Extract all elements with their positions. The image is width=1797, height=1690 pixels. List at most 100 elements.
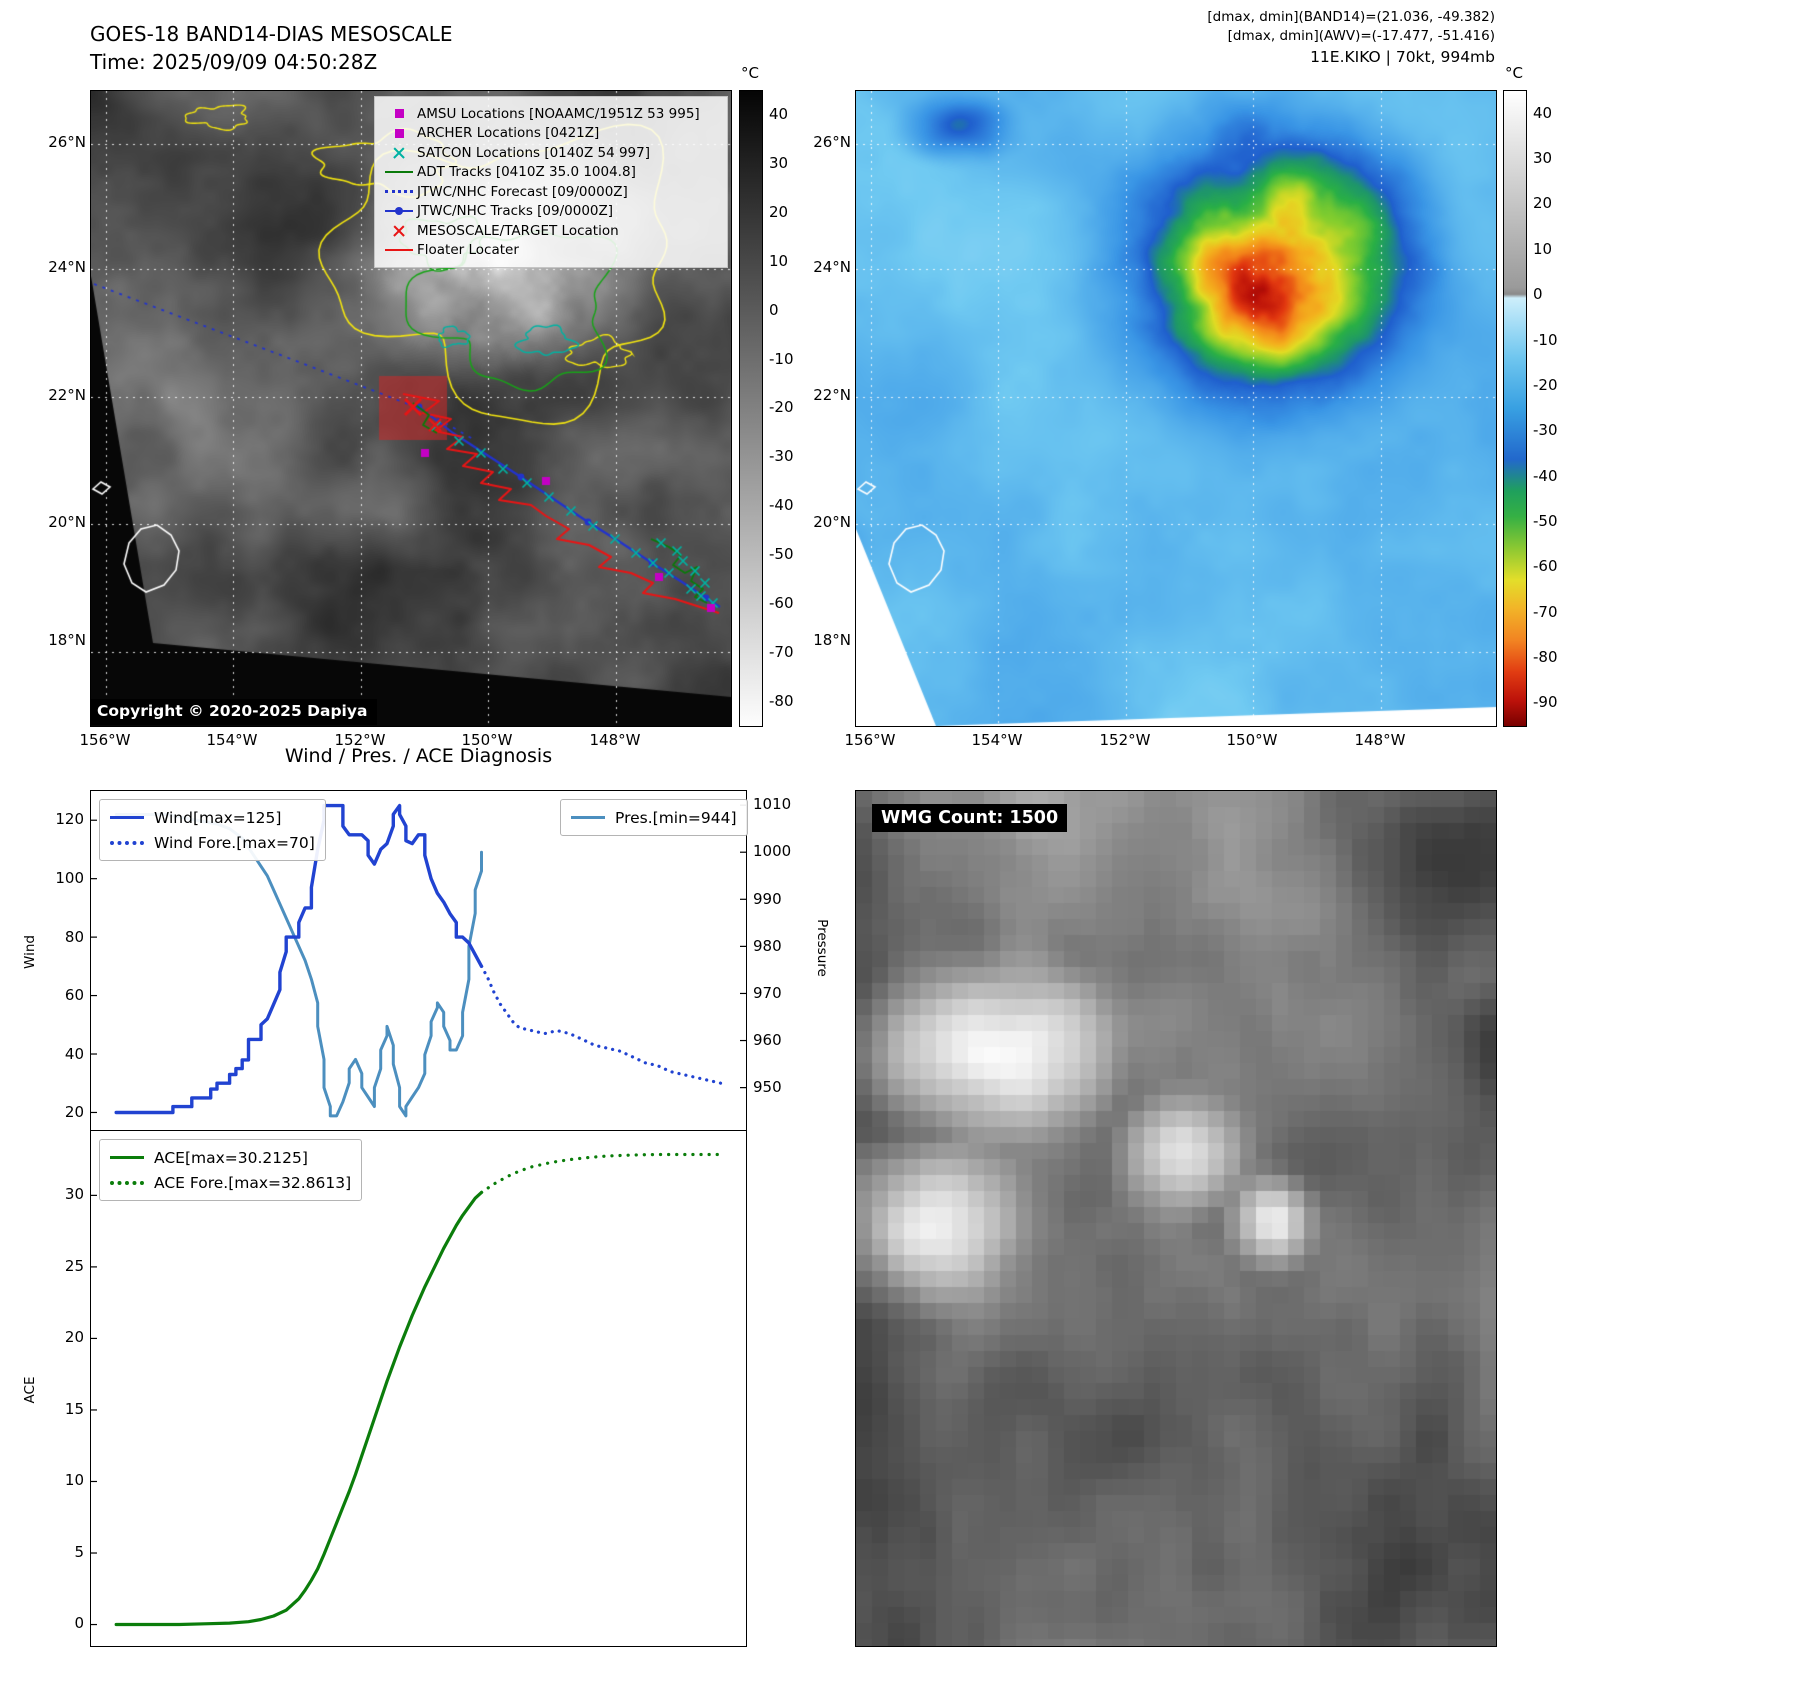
tl-colorbar-tick: 20 bbox=[769, 203, 789, 221]
legend-item-jtwc-tracks: JTWC/NHC Tracks [09/0000Z] bbox=[381, 202, 721, 222]
tr-colorbar-tick: -30 bbox=[1533, 421, 1558, 439]
wind-y-tick: 80 bbox=[64, 928, 84, 946]
legend-label: Floater Locater bbox=[417, 242, 519, 259]
tr-ir-image-canvas bbox=[856, 91, 1496, 726]
wind-legend: Wind[max=125] Wind Fore.[max=70] bbox=[99, 799, 326, 861]
tl-colorbar bbox=[739, 90, 763, 727]
wind-y-tick: 40 bbox=[64, 1045, 84, 1063]
pressure-y-tick: 980 bbox=[753, 937, 782, 955]
tl-title-line1: GOES-18 BAND14-DIAS MESOSCALE bbox=[90, 22, 453, 46]
wind-legend-item: Wind[max=125] bbox=[110, 805, 315, 830]
tr-colorbar-tick: 30 bbox=[1533, 149, 1553, 167]
tl-lat-tick: 24°N bbox=[48, 258, 86, 276]
target-x-icon bbox=[381, 225, 417, 237]
pressure-y-tick: 950 bbox=[753, 1078, 782, 1096]
tr-lon-tick: 154°W bbox=[971, 731, 1023, 749]
tr-header-line2: [dmax, dmin](AWV)=(-17.477, -51.416) bbox=[1227, 28, 1495, 44]
tl-lon-tick: 152°W bbox=[334, 731, 386, 749]
tr-header-line1: [dmax, dmin](BAND14)=(21.036, -49.382) bbox=[1207, 9, 1495, 25]
wind-fore-legend-label: Wind Fore.[max=70] bbox=[154, 833, 315, 852]
legend-label: MESOSCALE/TARGET Location bbox=[417, 222, 619, 239]
tr-colorbar-tick: -70 bbox=[1533, 603, 1558, 621]
tr-colorbar-tick: -80 bbox=[1533, 648, 1558, 666]
pressure-y-tick: 1010 bbox=[753, 795, 792, 813]
tr-colorbar-tick: -60 bbox=[1533, 557, 1558, 575]
tl-colorbar-tick: -50 bbox=[769, 545, 794, 563]
tl-colorbar-tick: -60 bbox=[769, 594, 794, 612]
tl-map-legend: AMSU Locations [NOAAMC/1951Z 53 995] ARC… bbox=[374, 96, 728, 268]
pressure-legend: Pres.[min=944] bbox=[560, 799, 748, 836]
legend-item-adt: ADT Tracks [0410Z 35.0 1004.8] bbox=[381, 163, 721, 183]
ace-fore-dotted-line-icon bbox=[110, 1180, 146, 1185]
legend-label: JTWC/NHC Forecast [09/0000Z] bbox=[417, 183, 628, 200]
ace-y-tick: 30 bbox=[64, 1185, 84, 1203]
legend-label: ADT Tracks [0410Z 35.0 1004.8] bbox=[417, 164, 636, 181]
tl-lon-tick: 150°W bbox=[461, 731, 513, 749]
wind-legend-label: Wind[max=125] bbox=[154, 808, 282, 827]
tr-enhanced-ir-map bbox=[855, 90, 1497, 727]
legend-item-floater: Floater Locater bbox=[381, 241, 721, 261]
tl-colorbar-tick: 10 bbox=[769, 252, 789, 270]
ace-y-tick: 15 bbox=[64, 1400, 84, 1418]
ace-legend: ACE[max=30.2125] ACE Fore.[max=32.8613] bbox=[99, 1139, 363, 1201]
pressure-y-tick: 1000 bbox=[753, 842, 792, 860]
ace-y-tick: 20 bbox=[64, 1328, 84, 1346]
tl-title-line2: Time: 2025/09/09 04:50:28Z bbox=[90, 50, 378, 74]
pressure-line-icon bbox=[571, 816, 607, 819]
legend-item-archer: ARCHER Locations [0421Z] bbox=[381, 124, 721, 144]
tl-title-block: GOES-18 BAND14-DIAS MESOSCALE Time: 2025… bbox=[90, 20, 453, 76]
tr-lat-tick: 18°N bbox=[813, 631, 851, 649]
tl-colorbar-tick: 40 bbox=[769, 105, 789, 123]
tl-colorbar-tick: -20 bbox=[769, 398, 794, 416]
tr-colorbar-tick: 10 bbox=[1533, 240, 1553, 258]
tr-colorbar-tick: 0 bbox=[1533, 285, 1543, 303]
ace-chart bbox=[90, 1130, 747, 1647]
tl-colorbar-tick: 0 bbox=[769, 301, 779, 319]
tr-colorbar-tick: -90 bbox=[1533, 693, 1558, 711]
tl-colorbar-unit: °C bbox=[741, 64, 759, 82]
ace-y-tick: 0 bbox=[74, 1614, 84, 1632]
ace-fore-legend-item: ACE Fore.[max=32.8613] bbox=[110, 1170, 351, 1195]
forecast-dotted-line-icon bbox=[381, 190, 417, 194]
ace-y-axis-label: ACE bbox=[22, 1376, 38, 1404]
tr-colorbar-unit: °C bbox=[1505, 64, 1523, 82]
legend-item-satcon: SATCON Locations [0140Z 54 997] bbox=[381, 143, 721, 163]
copyright-label: Copyright © 2020-2025 Dapiya bbox=[91, 699, 378, 725]
tl-colorbar-tick: -70 bbox=[769, 643, 794, 661]
pressure-y-tick: 960 bbox=[753, 1031, 782, 1049]
tl-lon-tick: 156°W bbox=[79, 731, 131, 749]
tr-colorbar-tick: -50 bbox=[1533, 512, 1558, 530]
pressure-y-axis-label: Pressure bbox=[814, 919, 830, 977]
ace-fore-legend-label: ACE Fore.[max=32.8613] bbox=[154, 1173, 352, 1192]
tr-colorbar-tick: -20 bbox=[1533, 376, 1558, 394]
tr-header-block: [dmax, dmin](BAND14)=(21.036, -49.382) [… bbox=[1207, 8, 1495, 67]
wmg-image-canvas bbox=[856, 791, 1496, 1646]
tr-colorbar-tick: -10 bbox=[1533, 331, 1558, 349]
pressure-y-tick: 970 bbox=[753, 984, 782, 1002]
tl-colorbar-tick: 30 bbox=[769, 154, 789, 172]
tr-lon-tick: 156°W bbox=[844, 731, 896, 749]
legend-label: AMSU Locations [NOAAMC/1951Z 53 995] bbox=[417, 105, 700, 122]
tl-lon-tick: 154°W bbox=[206, 731, 258, 749]
ace-line-icon bbox=[110, 1156, 146, 1159]
tl-colorbar-tick: -30 bbox=[769, 447, 794, 465]
wind-y-tick: 20 bbox=[64, 1103, 84, 1121]
wind-line-icon bbox=[110, 816, 146, 819]
tr-lon-tick: 152°W bbox=[1099, 731, 1151, 749]
wind-y-tick: 120 bbox=[55, 810, 84, 828]
floater-line-icon bbox=[381, 249, 417, 252]
tr-lon-tick: 148°W bbox=[1354, 731, 1406, 749]
tl-lat-tick: 20°N bbox=[48, 513, 86, 531]
legend-label: SATCON Locations [0140Z 54 997] bbox=[417, 144, 650, 161]
wmg-count-label: WMG Count: 1500 bbox=[872, 804, 1068, 832]
satcon-x-icon bbox=[381, 147, 417, 159]
amsu-square-icon bbox=[381, 109, 417, 119]
tr-colorbar-tick: 40 bbox=[1533, 104, 1553, 122]
tr-lat-tick: 22°N bbox=[813, 386, 851, 404]
tl-colorbar-tick: -10 bbox=[769, 350, 794, 368]
tr-lat-tick: 26°N bbox=[813, 133, 851, 151]
ace-legend-label: ACE[max=30.2125] bbox=[154, 1148, 308, 1167]
tr-colorbar bbox=[1503, 90, 1527, 727]
tr-colorbar-tick: -40 bbox=[1533, 467, 1558, 485]
